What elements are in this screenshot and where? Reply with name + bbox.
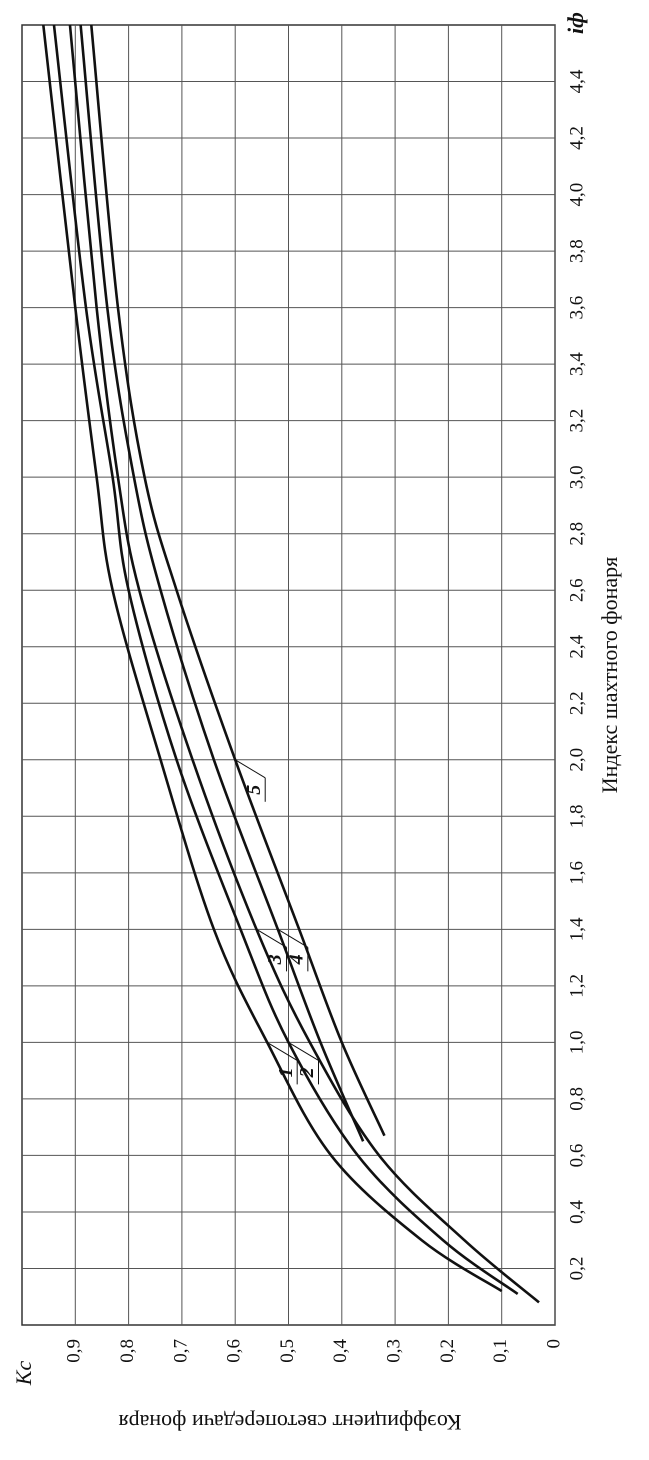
curve — [42, 24, 503, 1293]
y-tick-label: 0,4 — [330, 1339, 351, 1363]
x-tick-label: 2,4 — [566, 634, 587, 658]
x-tick-label: 0,2 — [566, 1257, 587, 1281]
curve-label: 5 — [243, 785, 265, 795]
x-tick-label: 1,2 — [566, 974, 587, 998]
curve — [79, 24, 365, 1142]
curve — [89, 24, 386, 1137]
y-tick-label: 0 — [543, 1339, 564, 1349]
x-axis-title: Индекс шахтного фонаря — [597, 557, 622, 793]
x-tick-label: 1,0 — [566, 1031, 587, 1055]
x-tick-label: 2,8 — [566, 522, 587, 546]
curve-label: 2 — [296, 1067, 318, 1078]
y-tick-label: 0,2 — [437, 1339, 458, 1363]
x-tick-label: 0,6 — [566, 1144, 587, 1168]
leader-line — [256, 928, 287, 948]
leader-line — [288, 1041, 319, 1061]
x-tick-label: 0,4 — [566, 1200, 587, 1224]
curve-label: 4 — [285, 954, 307, 965]
x-tick-label: 4,4 — [566, 69, 587, 93]
y-tick-label: 0,5 — [277, 1339, 298, 1363]
x-tick-label: 1,8 — [566, 804, 587, 828]
curve-label: 1 — [275, 1067, 297, 1077]
x-tick-label: 3,0 — [566, 465, 587, 489]
x-tick-label: 2,0 — [566, 748, 587, 772]
y-tick-label: 0,3 — [383, 1339, 404, 1363]
y-axis-symbol: Kс — [11, 1361, 36, 1387]
x-tick-label: 0,8 — [566, 1087, 587, 1111]
y-tick-label: 0,6 — [224, 1339, 245, 1363]
x-tick-label: 1,6 — [566, 861, 587, 885]
x-tick-label: 3,2 — [566, 409, 587, 433]
rotated-chart: Индекс шахтного фонаря Коэффициент свето… — [11, 12, 622, 1435]
x-tick-label: 4,0 — [566, 183, 587, 207]
x-tick-label: 2,6 — [566, 578, 587, 602]
x-tick-label: 4,2 — [566, 126, 587, 150]
x-tick-label: 3,8 — [566, 239, 587, 263]
x-axis-symbol: iф — [563, 12, 588, 34]
curve-label: 3 — [264, 954, 286, 965]
y-axis-title: Коэффициент светопередачи фонаря — [119, 1410, 462, 1435]
y-tick-label: 0,9 — [64, 1339, 85, 1363]
x-tick-label: 1,4 — [566, 917, 587, 941]
leader-line — [266, 1041, 298, 1061]
leader-line — [277, 928, 309, 948]
y-tick-label: 0,8 — [117, 1339, 138, 1363]
leader-line — [234, 759, 266, 779]
curve — [68, 24, 540, 1304]
x-tick-label: 2,2 — [566, 691, 587, 715]
x-tick-label: 3,4 — [566, 352, 587, 376]
x-tick-label: 3,6 — [566, 296, 587, 320]
y-tick-label: 0,7 — [170, 1339, 191, 1363]
y-tick-label: 0,1 — [490, 1339, 511, 1363]
curve — [52, 24, 519, 1295]
